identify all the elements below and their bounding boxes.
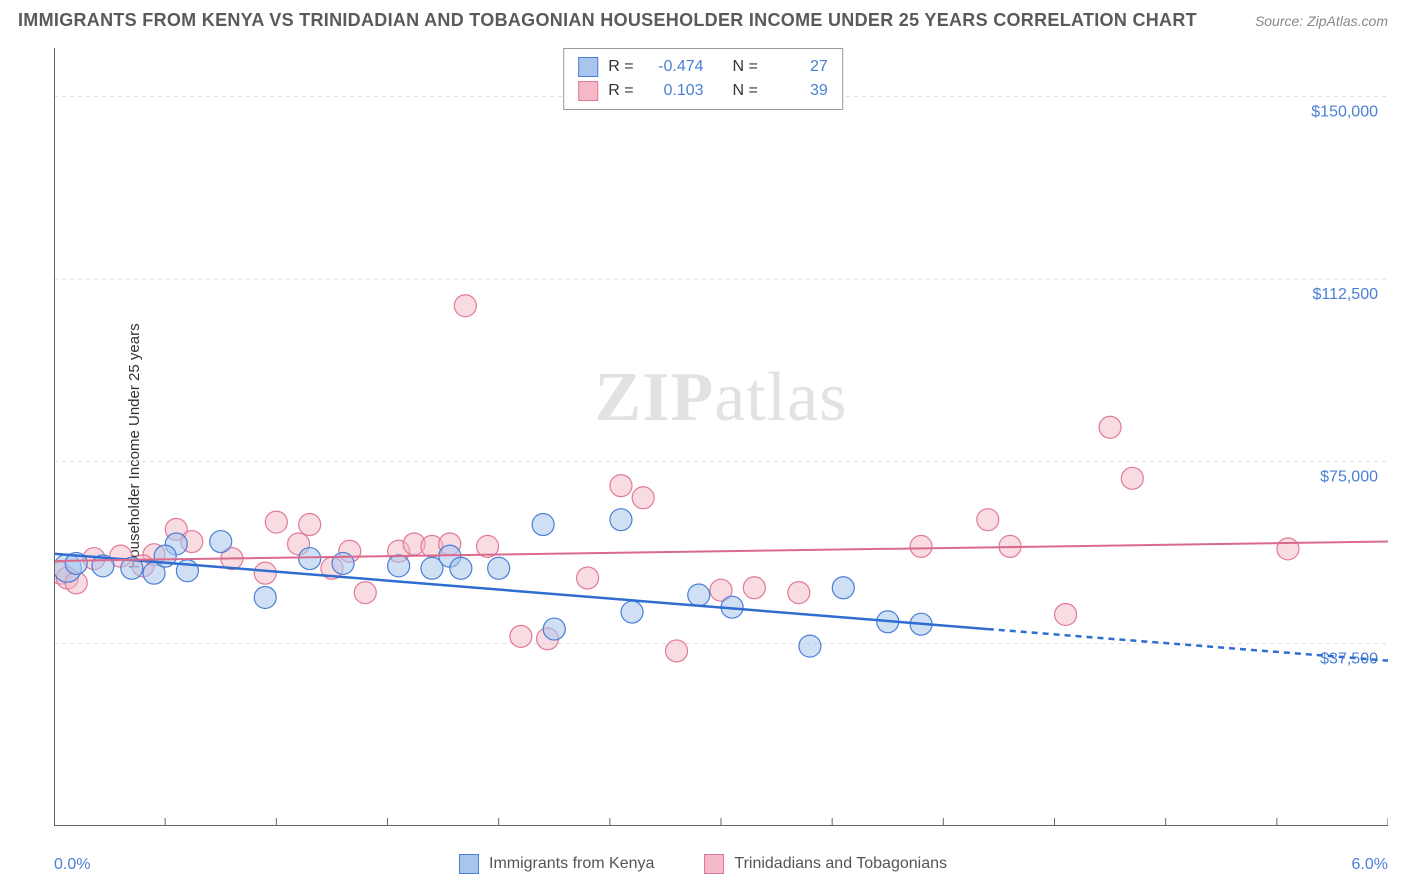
legend-item-kenya: Immigrants from Kenya: [459, 854, 654, 874]
swatch-kenya: [578, 57, 598, 77]
legend-item-trinidad: Trinidadians and Tobagonians: [704, 854, 947, 874]
source-label: Source: ZipAtlas.com: [1255, 13, 1388, 29]
x-min-label: 0.0%: [54, 856, 90, 874]
legend-label-trinidad: Trinidadians and Tobagonians: [734, 855, 947, 873]
r-value-kenya: -0.474: [644, 58, 704, 76]
swatch-kenya-legend: [459, 854, 479, 874]
n-value-kenya: 27: [768, 58, 828, 76]
bottom-legend: Immigrants from Kenya Trinidadians and T…: [459, 854, 947, 874]
stats-row-kenya: R = -0.474 N = 27: [578, 55, 828, 79]
stats-box: R = -0.474 N = 27 R = 0.103 N = 39: [563, 48, 843, 110]
swatch-trinidad: [578, 81, 598, 101]
legend-label-kenya: Immigrants from Kenya: [489, 855, 654, 873]
stats-row-trinidad: R = 0.103 N = 39: [578, 79, 828, 103]
x-max-label: 6.0%: [1352, 856, 1388, 874]
chart-title: IMMIGRANTS FROM KENYA VS TRINIDADIAN AND…: [18, 10, 1197, 31]
n-value-trinidad: 39: [768, 82, 828, 100]
plot-area: ZIPatlas $37,500$75,000$112,500$150,000: [54, 48, 1388, 826]
r-value-trinidad: 0.103: [644, 82, 704, 100]
swatch-trinidad-legend: [704, 854, 724, 874]
